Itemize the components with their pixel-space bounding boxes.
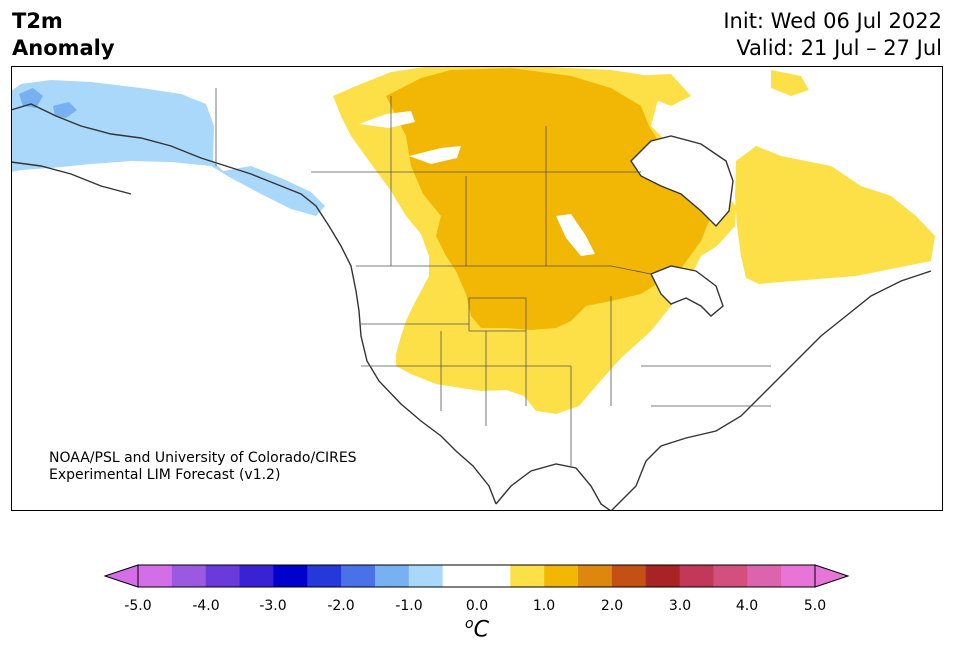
political-borders bbox=[215, 88, 771, 466]
colorbar-bin bbox=[544, 565, 579, 587]
anomaly-negative-alaska bbox=[11, 80, 325, 216]
colorbar-tick: -4.0 bbox=[192, 598, 220, 614]
map-frame bbox=[11, 66, 943, 511]
anomaly-map bbox=[11, 66, 943, 511]
init-date: Init: Wed 06 Jul 2022 bbox=[723, 9, 942, 33]
colorbar-tick: 3.0 bbox=[668, 598, 692, 614]
forecast-dates: Init: Wed 06 Jul 2022 Valid: 21 Jul – 27… bbox=[723, 8, 942, 62]
lake-winnipeg bbox=[556, 214, 595, 256]
colorbar-tick: 4.0 bbox=[735, 598, 759, 614]
colorbar-bin bbox=[205, 565, 241, 587]
colorbar-bin bbox=[747, 565, 782, 587]
colorbar bbox=[103, 564, 850, 588]
valid-date: Valid: 21 Jul – 27 Jul bbox=[736, 36, 942, 60]
anomaly-negative-alaska-core bbox=[19, 88, 77, 118]
credit-text: NOAA/PSL and University of Colorado/CIRE… bbox=[49, 450, 357, 484]
colorbar-bin bbox=[510, 565, 545, 587]
colorbar-tick: -3.0 bbox=[259, 598, 287, 614]
colorbar-tick: -1.0 bbox=[395, 598, 423, 614]
unit-degree-sup: o bbox=[465, 616, 474, 632]
lake-great-bear bbox=[359, 111, 415, 128]
colorbar-unit: oC bbox=[465, 616, 489, 642]
colorbar-tick: 2.0 bbox=[600, 598, 624, 614]
colorbar-bin bbox=[578, 565, 613, 587]
colorbar-bin bbox=[171, 565, 207, 587]
hudson-bay bbox=[631, 136, 733, 226]
colorbar-bin bbox=[645, 565, 681, 587]
colorbar-extend-over bbox=[814, 564, 850, 588]
colorbar-bin bbox=[341, 565, 376, 587]
colorbar-bin bbox=[138, 565, 173, 587]
colorbar-bin bbox=[442, 565, 477, 587]
colorbar-bin bbox=[713, 565, 748, 587]
colorbar-tick: 1.0 bbox=[532, 598, 556, 614]
colorbar-bin bbox=[781, 565, 816, 587]
colorbar-bin bbox=[408, 565, 444, 587]
map-title: T2m Anomaly bbox=[12, 9, 115, 60]
anomaly-positive-arctic-islands bbox=[631, 70, 809, 106]
credit-line-2: Experimental LIM Forecast (v1.2) bbox=[49, 467, 281, 483]
credit-line-1: NOAA/PSL and University of Colorado/CIRE… bbox=[49, 450, 357, 466]
coastlines bbox=[11, 103, 932, 511]
unit-letter: C bbox=[473, 617, 489, 643]
colorbar-tick: 0.0 bbox=[465, 598, 489, 614]
colorbar-tick: -5.0 bbox=[124, 598, 152, 614]
colorbar-bin bbox=[239, 565, 274, 587]
colorbar-bin bbox=[273, 565, 308, 587]
colorbar-extend-under bbox=[103, 564, 139, 588]
colorbar-bin bbox=[307, 565, 342, 587]
anomaly-positive-eastern-canada bbox=[735, 146, 935, 284]
colorbar-bin bbox=[611, 565, 647, 587]
anomaly-positive-core bbox=[386, 68, 711, 330]
colorbar-tick: 5.0 bbox=[803, 598, 827, 614]
colorbar-frame bbox=[137, 564, 816, 588]
colorbar-bin bbox=[374, 565, 410, 587]
colorbar-tick: -2.0 bbox=[327, 598, 355, 614]
colorbar-bin bbox=[679, 565, 714, 587]
lake-great-slave bbox=[409, 146, 461, 164]
colorbar-bin bbox=[476, 565, 511, 587]
